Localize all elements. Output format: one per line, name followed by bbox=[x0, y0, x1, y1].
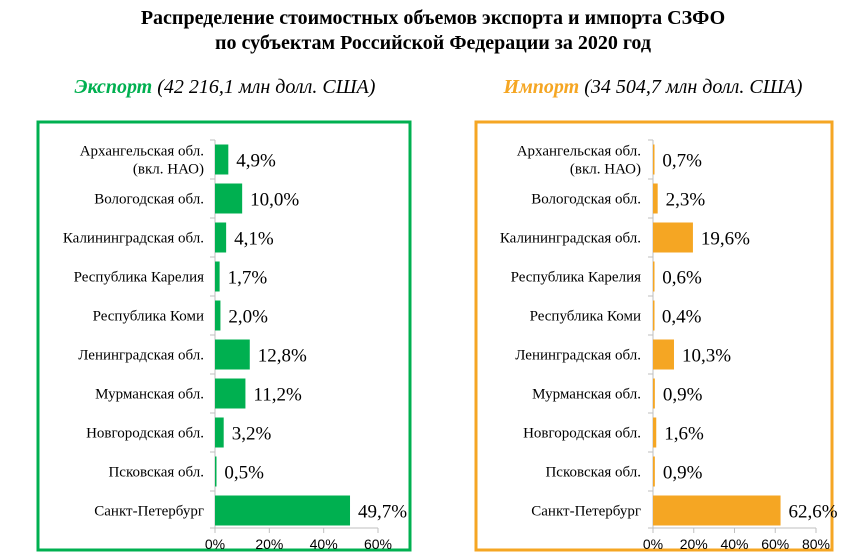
export-category-label: Псковская обл. bbox=[108, 465, 204, 481]
export-x-tick-label: 0% bbox=[205, 536, 225, 552]
import-category-label: (вкл. НАО) bbox=[570, 162, 641, 178]
import-category-label: Ленинградская обл. bbox=[515, 348, 641, 364]
import-value-label: 0,6% bbox=[662, 268, 702, 289]
export-value-label: 0,5% bbox=[224, 463, 264, 484]
export-value-label: 49,7% bbox=[358, 502, 407, 523]
export-bar bbox=[215, 378, 246, 409]
import-category-label: Вологодская обл. bbox=[531, 192, 641, 208]
export-frame bbox=[36, 120, 412, 552]
import-category-label: Республика Коми bbox=[530, 309, 641, 325]
export-bar bbox=[215, 183, 243, 214]
import-bar bbox=[653, 261, 655, 292]
import-x-tick-label: 0% bbox=[643, 536, 663, 552]
export-x-tick-label: 40% bbox=[310, 536, 338, 552]
import-heading-total: (34 504,7 млн долл. США) bbox=[584, 76, 803, 98]
export-value-label: 3,2% bbox=[232, 424, 272, 445]
import-value-label: 0,4% bbox=[662, 307, 702, 328]
export-bar bbox=[215, 495, 351, 526]
import-x-tick-label: 80% bbox=[802, 536, 830, 552]
import-bar bbox=[653, 144, 655, 175]
export-category-label: Республика Коми bbox=[93, 309, 204, 325]
export-bar bbox=[215, 300, 221, 331]
import-bar bbox=[653, 339, 674, 370]
export-x-tick-label: 20% bbox=[255, 536, 283, 552]
export-value-label: 10,0% bbox=[250, 190, 299, 211]
export-category-label: Ленинградская обл. bbox=[78, 348, 204, 364]
export-value-label: 4,1% bbox=[234, 229, 274, 250]
import-bar bbox=[653, 300, 655, 331]
import-value-label: 2,3% bbox=[666, 190, 706, 211]
import-x-tick-label: 40% bbox=[720, 536, 748, 552]
export-category-label: Республика Карелия bbox=[74, 270, 205, 286]
export-value-label: 12,8% bbox=[258, 346, 307, 367]
import-value-label: 0,9% bbox=[663, 385, 703, 406]
export-category-label: Архангельская обл. bbox=[80, 144, 204, 160]
import-value-label: 62,6% bbox=[789, 502, 838, 523]
export-bar bbox=[215, 417, 224, 448]
title-line-2: по субъектам Российской Федерации за 202… bbox=[215, 32, 651, 54]
export-bar bbox=[215, 456, 217, 487]
export-bar bbox=[215, 144, 229, 175]
import-heading: Импорт (34 504,7 млн долл. США) bbox=[503, 76, 803, 98]
export-category-label: Вологодская обл. bbox=[94, 192, 204, 208]
import-frame bbox=[474, 120, 834, 552]
export-category-label: Санкт-Петербург bbox=[94, 504, 204, 520]
export-category-label: Новгородская обл. bbox=[86, 426, 204, 442]
import-bar bbox=[653, 183, 658, 214]
export-heading-key: Экспорт bbox=[75, 76, 158, 98]
import-category-label: Архангельская обл. bbox=[517, 144, 641, 160]
import-category-label: Псковская обл. bbox=[545, 465, 641, 481]
import-category-label: Новгородская обл. bbox=[523, 426, 641, 442]
export-value-label: 4,9% bbox=[236, 151, 276, 172]
import-bar bbox=[653, 417, 657, 448]
import-heading-key: Импорт bbox=[503, 76, 585, 98]
export-category-label: Калининградская обл. bbox=[63, 231, 204, 247]
import-bar bbox=[653, 456, 655, 487]
export-value-label: 2,0% bbox=[228, 307, 268, 328]
import-value-label: 0,9% bbox=[663, 463, 703, 484]
import-bar bbox=[653, 378, 655, 409]
import-x-tick-label: 60% bbox=[761, 536, 789, 552]
import-value-label: 19,6% bbox=[701, 229, 750, 250]
import-category-label: Мурманская обл. bbox=[532, 387, 641, 403]
import-category-label: Республика Карелия bbox=[511, 270, 642, 286]
import-value-label: 0,7% bbox=[662, 151, 702, 172]
title-line-1: Распределение стоимостных объемов экспор… bbox=[141, 7, 725, 29]
import-category-label: Калининградская обл. bbox=[500, 231, 641, 247]
export-heading-total: (42 216,1 млн долл. США) bbox=[157, 76, 376, 98]
export-value-label: 11,2% bbox=[253, 385, 302, 406]
export-heading: Экспорт (42 216,1 млн долл. США) bbox=[75, 76, 376, 98]
export-bar bbox=[215, 261, 220, 292]
import-x-tick-label: 20% bbox=[680, 536, 708, 552]
import-category-label: Санкт-Петербург bbox=[531, 504, 641, 520]
import-value-label: 10,3% bbox=[682, 346, 731, 367]
export-category-label: Мурманская обл. bbox=[95, 387, 204, 403]
export-value-label: 1,7% bbox=[228, 268, 268, 289]
import-bar bbox=[653, 495, 781, 526]
export-x-tick-label: 60% bbox=[364, 536, 392, 552]
export-bar bbox=[215, 222, 227, 253]
export-category-label: (вкл. НАО) bbox=[133, 162, 204, 178]
import-bar bbox=[653, 222, 693, 253]
export-bar bbox=[215, 339, 250, 370]
import-value-label: 1,6% bbox=[664, 424, 704, 445]
